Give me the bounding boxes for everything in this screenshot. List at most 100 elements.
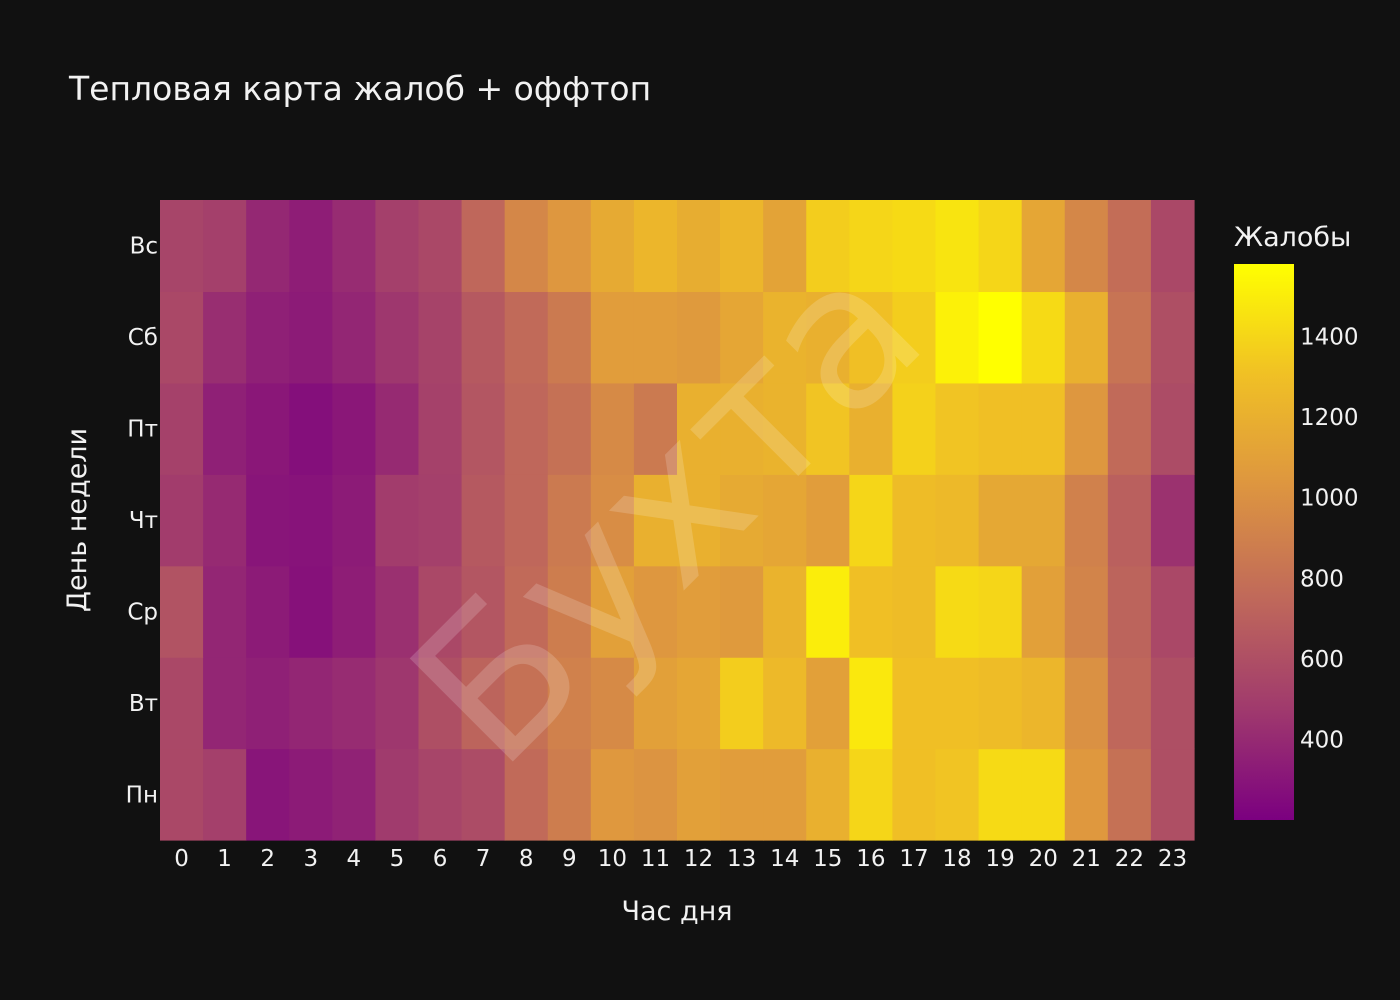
heatmap-cell-Сб-23: [1150, 291, 1195, 384]
heatmap-cell-Пн-16: [849, 748, 894, 841]
heatmap-cell-Чт-20: [1021, 474, 1066, 567]
heatmap-cell-Вт-4: [332, 657, 377, 750]
x-tick-label: 1: [217, 846, 232, 872]
heatmap-cell-Сб-3: [289, 291, 333, 384]
heatmap-cell-Пт-5: [375, 382, 420, 475]
x-tick-label: 16: [856, 846, 885, 872]
colorbar-tick-label: 600: [1300, 647, 1344, 673]
colorbar: [1234, 264, 1294, 820]
heatmap-cell-Сб-7: [461, 291, 506, 384]
heatmap-cell-Вс-10: [590, 200, 635, 293]
x-tick-label: 9: [562, 846, 577, 872]
x-tick-label: 4: [347, 846, 362, 872]
heatmap-cell-Вс-23: [1150, 200, 1195, 293]
heatmap-cell-Чт-22: [1107, 474, 1152, 567]
heatmap-cell-Вс-2: [246, 200, 290, 293]
heatmap-cell-Вс-3: [289, 200, 333, 293]
heatmap-cell-Вт-7: [461, 657, 506, 750]
y-tick-label: Чт: [129, 508, 158, 534]
heatmap-cell-Вс-13: [720, 200, 764, 293]
heatmap-cell-Вс-21: [1064, 200, 1109, 293]
heatmap-cell-Пн-5: [375, 748, 420, 841]
heatmap-cell-Сб-16: [849, 291, 894, 384]
heatmap-cell-Ср-23: [1150, 565, 1195, 658]
x-tick-label: 6: [433, 846, 448, 872]
heatmap-cell-Чт-12: [677, 474, 721, 567]
heatmap-cell-Сб-17: [892, 291, 937, 384]
heatmap-cell-Пн-4: [332, 748, 377, 841]
x-tick-label: 15: [813, 846, 842, 872]
x-tick-label: 2: [260, 846, 275, 872]
heatmap-cell-Вс-11: [633, 200, 678, 293]
heatmap-cell-Пт-22: [1107, 382, 1152, 475]
heatmap-cell-Чт-21: [1064, 474, 1109, 567]
heatmap-cell-Ср-4: [332, 565, 377, 658]
heatmap-cell-Ср-14: [763, 565, 807, 658]
heatmap-cell-Пн-23: [1150, 748, 1195, 841]
heatmap-cell-Пн-3: [289, 748, 333, 841]
x-tick-label: 0: [174, 846, 189, 872]
heatmap-cell-Пт-15: [806, 382, 850, 475]
x-tick-label: 3: [303, 846, 318, 872]
heatmap-cell-Вс-17: [892, 200, 937, 293]
heatmap-cell-Ср-3: [289, 565, 333, 658]
heatmap-cell-Вс-5: [375, 200, 420, 293]
y-axis-title: День недели: [62, 428, 93, 612]
heatmap-cell-Вт-3: [289, 657, 333, 750]
heatmap-cell-Пн-8: [504, 748, 549, 841]
x-axis-title: Час дня: [621, 896, 732, 927]
x-tick-label: 10: [598, 846, 627, 872]
heatmap-cell-Пн-21: [1064, 748, 1109, 841]
heatmap-cell-Сб-21: [1064, 291, 1109, 384]
x-tick-label: 8: [519, 846, 534, 872]
heatmap-cell-Чт-11: [633, 474, 678, 567]
heatmap-cell-Вс-15: [806, 200, 850, 293]
heatmap-cell-Вс-14: [763, 200, 807, 293]
heatmap-cell-Ср-21: [1064, 565, 1109, 658]
heatmap-cell-Ср-9: [547, 565, 592, 658]
heatmap-cell-Пн-19: [978, 748, 1023, 841]
y-tick-label: Сб: [128, 325, 158, 351]
heatmap-cell-Вс-8: [504, 200, 549, 293]
colorbar-tick-label: 1000: [1300, 486, 1359, 512]
heatmap-cell-Пт-18: [935, 382, 980, 475]
heatmap-cell-Пт-3: [289, 382, 333, 475]
heatmap-cell-Ср-7: [461, 565, 506, 658]
heatmap-cell-Вт-17: [892, 657, 937, 750]
heatmap-cell-Вт-9: [547, 657, 592, 750]
heatmap-cell-Пн-1: [203, 748, 247, 841]
heatmap-cell-Чт-13: [720, 474, 764, 567]
heatmap-cell-Пн-2: [246, 748, 290, 841]
heatmap-cell-Сб-1: [203, 291, 247, 384]
heatmap-cells: [160, 200, 1195, 841]
heatmap-cell-Чт-3: [289, 474, 333, 567]
colorbar-tick-label: 1200: [1300, 405, 1359, 431]
heatmap-cell-Сб-13: [720, 291, 764, 384]
heatmap-cell-Ср-5: [375, 565, 420, 658]
heatmap-cell-Сб-18: [935, 291, 980, 384]
heatmap-cell-Вс-4: [332, 200, 377, 293]
x-tick-label: 13: [727, 846, 756, 872]
y-tick-label: Вт: [129, 691, 158, 717]
heatmap-cell-Вс-19: [978, 200, 1023, 293]
heatmap-cell-Чт-23: [1150, 474, 1195, 567]
heatmap-cell-Чт-5: [375, 474, 420, 567]
heatmap-cell-Вт-5: [375, 657, 420, 750]
heatmap-cell-Вс-22: [1107, 200, 1152, 293]
heatmap-cell-Вт-0: [160, 657, 204, 750]
heatmap-cell-Пн-17: [892, 748, 937, 841]
x-tick-label: 5: [390, 846, 405, 872]
heatmap-cell-Вт-23: [1150, 657, 1195, 750]
heatmap-cell-Пт-12: [677, 382, 721, 475]
heatmap-cell-Пт-23: [1150, 382, 1195, 475]
heatmap-cell-Ср-13: [720, 565, 764, 658]
heatmap-cell-Пн-11: [633, 748, 678, 841]
heatmap-cell-Вт-19: [978, 657, 1023, 750]
heatmap-cell-Вт-20: [1021, 657, 1066, 750]
heatmap-cell-Сб-9: [547, 291, 592, 384]
heatmap-cell-Ср-16: [849, 565, 894, 658]
heatmap-cell-Вт-15: [806, 657, 850, 750]
heatmap-cell-Ср-8: [504, 565, 549, 658]
heatmap-cell-Чт-17: [892, 474, 937, 567]
